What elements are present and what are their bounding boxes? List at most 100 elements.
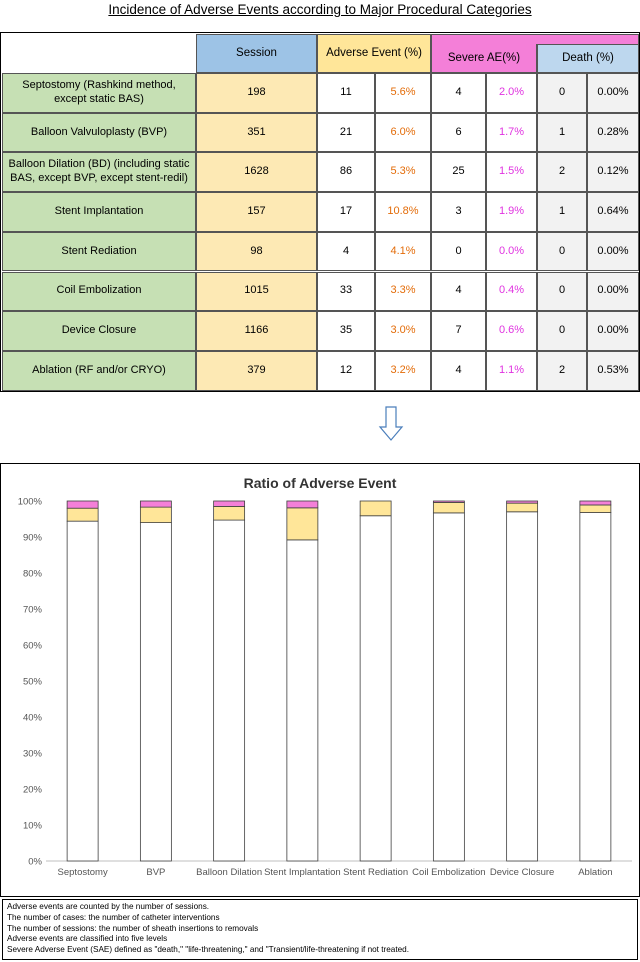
sae-percent: 1.1% — [486, 350, 537, 391]
footnotes: Adverse events are counted by the number… — [2, 899, 638, 960]
header-severe-ae: Severe AE(%) — [431, 44, 537, 73]
bar-segment — [213, 500, 246, 507]
chart-title: Ratio of Adverse Event — [243, 475, 397, 491]
bar-segment — [579, 500, 612, 506]
ae-percent: 6.0% — [375, 112, 431, 153]
session-count: 98 — [196, 231, 317, 272]
death-count: 0 — [537, 73, 587, 113]
y-tick-label: 40% — [23, 713, 43, 724]
bar-segment — [506, 500, 539, 504]
row-label: Stent Implantation — [2, 192, 196, 232]
note-line: The number of cases: the number of cathe… — [7, 912, 220, 922]
row-label: Balloon Dilation (BD) (including static … — [2, 152, 196, 193]
ratio-chart: 0% 10% 20% 30% 40% 50% 60% 70% 80% 90% 100% Septost… — [18, 497, 632, 878]
bar-segment — [579, 512, 612, 862]
x-tick-label: Coil Embolization — [412, 867, 485, 878]
sae-percent: 1.5% — [486, 152, 537, 193]
sae-percent: 0.0% — [486, 231, 537, 272]
note-line: Adverse events are classified into five … — [7, 934, 168, 944]
note-line: Adverse events are counted by the number… — [7, 902, 210, 911]
session-count: 351 — [196, 112, 317, 153]
bar-segment — [66, 520, 99, 862]
ae-percent: 10.8% — [375, 192, 431, 232]
y-tick-label: 10% — [23, 821, 43, 832]
death-percent: 0.00% — [587, 73, 639, 113]
death-percent: 0.00% — [587, 311, 639, 351]
ae-percent: 3.0% — [375, 311, 431, 351]
death-count: 1 — [537, 112, 587, 153]
ae-count: 17 — [317, 192, 375, 232]
bar-segment — [139, 506, 172, 523]
row-label: Device Closure — [2, 311, 196, 351]
down-arrow-icon — [378, 406, 404, 441]
row-label: Balloon Valvuloplasty (BVP) — [2, 112, 196, 153]
bar-segment — [359, 500, 392, 517]
death-count: 2 — [537, 350, 587, 391]
death-count: 0 — [537, 271, 587, 312]
sae-count: 6 — [431, 112, 486, 153]
sae-percent: 1.7% — [486, 112, 537, 153]
x-tick-label: Device Closure — [490, 867, 554, 878]
ae-percent: 5.6% — [375, 73, 431, 113]
sae-percent: 2.0% — [486, 73, 537, 113]
sae-count: 0 — [431, 231, 486, 272]
bar-segment — [506, 502, 539, 513]
y-tick-label: 70% — [23, 605, 43, 616]
session-count: 1166 — [196, 311, 317, 351]
bar-segment — [432, 502, 465, 514]
bar-segment — [139, 522, 172, 862]
bar-segment — [432, 500, 465, 503]
death-count: 1 — [537, 192, 587, 232]
death-percent: 0.28% — [587, 112, 639, 153]
header-death: Death (%) — [537, 44, 639, 73]
bar-segment — [66, 500, 99, 509]
session-count: 1015 — [196, 271, 317, 312]
x-tick-label: Stent Rediation — [343, 867, 408, 878]
page-title: Incidence of Adverse Events according to… — [108, 2, 532, 17]
bar-segment — [359, 515, 392, 862]
sae-percent: 0.4% — [486, 271, 537, 312]
ae-count: 33 — [317, 271, 375, 312]
ae-count: 35 — [317, 311, 375, 351]
row-label: Ablation (RF and/or CRYO) — [2, 350, 196, 391]
death-percent: 0.53% — [587, 350, 639, 391]
header-adverse-event: Adverse Event (%) — [317, 34, 431, 73]
sae-percent: 0.6% — [486, 311, 537, 351]
bar-segment — [286, 500, 319, 509]
bar-segment — [139, 500, 172, 508]
header-severe-ae-band — [431, 34, 639, 44]
x-tick-label: Ablation — [578, 867, 612, 878]
note-line: Severe Adverse Event (SAE) defined as "d… — [7, 945, 409, 955]
row-label: Stent Rediation — [2, 231, 196, 272]
session-count: 1628 — [196, 152, 317, 193]
bar-segment — [213, 519, 246, 862]
session-count: 379 — [196, 350, 317, 391]
bar-segment — [286, 539, 319, 862]
sae-count: 4 — [431, 271, 486, 312]
ae-percent: 4.1% — [375, 231, 431, 272]
ae-count: 86 — [317, 152, 375, 193]
death-count: 0 — [537, 231, 587, 272]
y-tick-label: 0% — [28, 857, 42, 868]
session-count: 198 — [196, 73, 317, 113]
row-label: Septostomy (Rashkind method, except stat… — [2, 73, 196, 113]
bar-segment — [213, 506, 246, 521]
sae-count: 3 — [431, 192, 486, 232]
bar-segment — [432, 512, 465, 862]
ae-count: 11 — [317, 73, 375, 113]
ae-count: 21 — [317, 112, 375, 153]
adverse-event-table: Session Adverse Event (%) Severe AE(%) D… — [0, 32, 640, 392]
death-count: 2 — [537, 152, 587, 193]
bar-segment — [286, 507, 319, 541]
y-tick-label: 80% — [23, 569, 43, 580]
death-percent: 0.64% — [587, 192, 639, 232]
x-tick-label: Stent Implantation — [264, 867, 341, 878]
death-percent: 0.12% — [587, 152, 639, 193]
x-tick-label: Septostomy — [58, 867, 108, 878]
sae-count: 7 — [431, 311, 486, 351]
death-percent: 0.00% — [587, 271, 639, 312]
bar-segment — [66, 507, 99, 522]
ae-percent: 5.3% — [375, 152, 431, 193]
death-count: 0 — [537, 311, 587, 351]
bar-segment — [506, 511, 539, 862]
